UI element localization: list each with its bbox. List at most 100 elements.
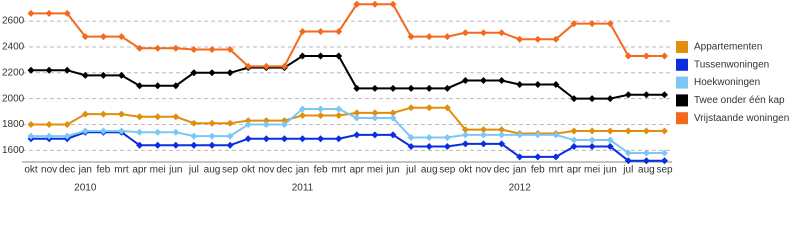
point bbox=[480, 77, 487, 85]
point bbox=[353, 109, 361, 117]
point bbox=[624, 149, 632, 157]
point bbox=[552, 80, 560, 88]
x-tick-label: sep bbox=[656, 165, 673, 176]
point bbox=[45, 9, 53, 17]
point bbox=[425, 84, 433, 92]
x-tick-label: dec bbox=[494, 165, 510, 176]
point bbox=[172, 128, 180, 136]
y-tick-label: 1800 bbox=[2, 119, 25, 130]
point bbox=[154, 82, 162, 90]
x-tick-label: apr bbox=[350, 165, 365, 176]
point bbox=[624, 127, 632, 135]
legend-swatch bbox=[676, 94, 688, 107]
point bbox=[389, 109, 397, 117]
point bbox=[534, 131, 542, 139]
y-tick-label: 1600 bbox=[2, 145, 25, 156]
point bbox=[498, 77, 506, 85]
legend-label: Vrijstaande woningen bbox=[694, 113, 789, 124]
point bbox=[81, 110, 89, 118]
x-tick-label: feb bbox=[531, 165, 545, 176]
point bbox=[480, 126, 487, 134]
point bbox=[642, 52, 650, 60]
x-tick-label: jan bbox=[78, 165, 92, 176]
x-tick-label: jan bbox=[295, 165, 309, 176]
point bbox=[425, 133, 433, 141]
point bbox=[461, 140, 469, 148]
point bbox=[661, 149, 668, 157]
point bbox=[425, 33, 433, 41]
point bbox=[661, 91, 668, 99]
x-tick-label: apr bbox=[132, 165, 147, 176]
x-tick-label: okt bbox=[24, 165, 38, 176]
x-tick-label: aug bbox=[204, 165, 221, 176]
point bbox=[208, 141, 216, 149]
x-tick-label: jan bbox=[512, 165, 526, 176]
point bbox=[534, 80, 542, 88]
point bbox=[642, 91, 650, 99]
point bbox=[624, 157, 632, 165]
legend-label: Appartementen bbox=[694, 42, 762, 53]
point bbox=[317, 111, 325, 119]
point bbox=[371, 0, 379, 8]
point bbox=[190, 132, 198, 140]
point bbox=[190, 119, 198, 127]
x-tick-label: mei bbox=[584, 165, 600, 176]
point bbox=[63, 9, 71, 17]
y-tick-label: 2600 bbox=[2, 16, 25, 27]
x-group-label: 2010 bbox=[74, 183, 97, 194]
point bbox=[136, 113, 144, 121]
x-tick-label: okt bbox=[459, 165, 473, 176]
series-line bbox=[31, 3, 665, 68]
x-tick-label: aug bbox=[638, 165, 655, 176]
point bbox=[262, 62, 270, 70]
point bbox=[118, 71, 125, 79]
point bbox=[498, 126, 506, 134]
point bbox=[407, 104, 415, 112]
x-tick-label: jun bbox=[603, 165, 617, 176]
point bbox=[299, 105, 306, 113]
point bbox=[389, 0, 397, 8]
point bbox=[154, 128, 162, 136]
point bbox=[443, 133, 451, 141]
x-tick-label: feb bbox=[96, 165, 110, 176]
x-tick-label: okt bbox=[242, 165, 256, 176]
point bbox=[154, 113, 162, 121]
point bbox=[570, 95, 578, 103]
point bbox=[27, 132, 35, 140]
point bbox=[552, 131, 560, 139]
point bbox=[244, 121, 252, 129]
point bbox=[588, 20, 596, 28]
page: 1600 1800 2000 2200 2400 2600 okt nov dec jan 2010… bbox=[2, 0, 790, 194]
point bbox=[99, 33, 107, 41]
point bbox=[624, 52, 632, 60]
x-tick-label: jun bbox=[385, 165, 399, 176]
point bbox=[353, 114, 361, 122]
x-tick-label: mei bbox=[150, 165, 166, 176]
point bbox=[661, 52, 668, 60]
legend-swatch bbox=[676, 112, 688, 125]
point bbox=[606, 20, 614, 28]
point bbox=[136, 44, 144, 52]
x-tick-label: nov bbox=[258, 165, 274, 176]
point bbox=[244, 135, 252, 143]
x-tick-label: nov bbox=[475, 165, 491, 176]
point bbox=[172, 82, 180, 90]
point bbox=[480, 131, 487, 139]
x-tick-label: sep bbox=[439, 165, 456, 176]
point bbox=[443, 104, 451, 112]
point bbox=[353, 84, 361, 92]
point bbox=[208, 69, 216, 77]
point bbox=[81, 71, 89, 79]
legend-swatch bbox=[676, 58, 688, 71]
point bbox=[335, 111, 343, 119]
point bbox=[63, 66, 71, 74]
x-group-label: 2012 bbox=[509, 183, 532, 194]
y-tick-label: 2000 bbox=[2, 93, 25, 104]
point bbox=[299, 111, 306, 119]
point bbox=[407, 133, 415, 141]
point bbox=[335, 135, 343, 143]
point bbox=[606, 95, 614, 103]
point bbox=[443, 142, 451, 150]
point bbox=[534, 153, 542, 161]
y-tick-label: 2400 bbox=[2, 42, 25, 53]
